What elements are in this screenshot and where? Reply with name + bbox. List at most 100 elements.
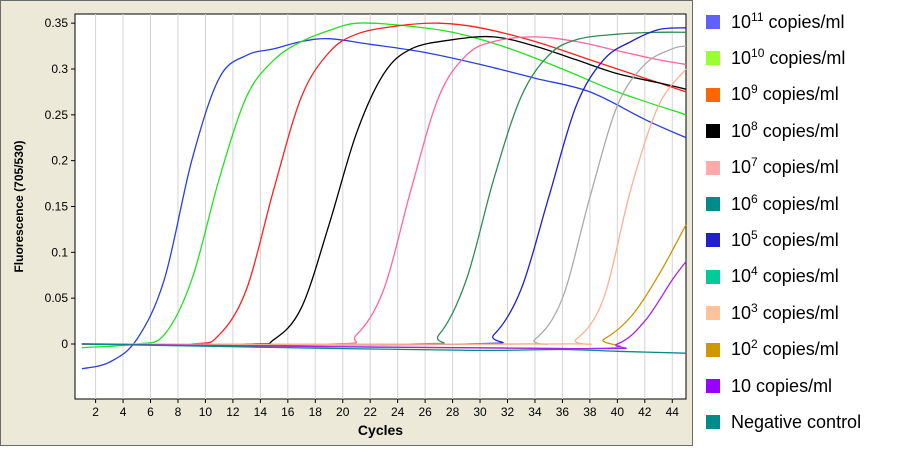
series-line-negative-control	[81, 343, 687, 354]
legend-label-unit: copies/ml	[757, 229, 839, 250]
legend-label: 1011 copies/ml	[731, 11, 845, 33]
legend-swatch	[706, 160, 720, 175]
legend-label-base: 10	[731, 84, 752, 105]
legend-label-exponent: 5	[751, 227, 758, 242]
legend-label-base: 10	[731, 120, 752, 141]
legend-item: 104 copies/ml	[706, 262, 839, 292]
series-line-10-8-copies-ml	[81, 35, 687, 346]
legend-label-unit: copies/ml	[757, 84, 839, 105]
legend-label: 1010 copies/ml	[731, 45, 846, 69]
x-tick-label: 44	[666, 405, 680, 419]
y-tick-label: 0.05	[45, 291, 69, 305]
series-line-10-7-copies-ml	[81, 36, 687, 346]
series-line-10-10-copies-ml	[81, 22, 687, 349]
legend-label-exponent: 9	[751, 82, 758, 97]
legend-swatch	[706, 306, 720, 321]
y-tick-label: 0.2	[51, 154, 68, 168]
x-tick-label: 34	[528, 405, 542, 419]
x-tick-label: 20	[336, 405, 350, 419]
x-tick-label: 12	[226, 405, 240, 419]
legend: 1011 copies/ml 1010 copies/ml 109 copies/m…	[706, 0, 919, 448]
legend-label-exponent: 3	[751, 300, 758, 315]
x-tick-label: 30	[473, 405, 487, 419]
legend-label: 107 copies/ml	[731, 155, 839, 178]
legend-label-base: 10	[731, 302, 752, 323]
x-tick-label: 4	[120, 405, 127, 419]
legend-item: 1010 copies/ml	[706, 43, 845, 73]
x-tick-label: 40	[611, 405, 625, 419]
y-axis-title: Fluorescence (705/530)	[12, 140, 26, 272]
legend-label-exponent: 8	[751, 118, 758, 133]
legend-label-base: 10	[731, 375, 752, 396]
x-tick-label: 6	[147, 405, 154, 419]
legend-swatch	[706, 51, 720, 66]
x-axis-title: Cycles	[358, 422, 403, 438]
amplification-chart: 2 4 6 8 10 12 14 16 18 20 22 24 26 28 30 32 34 36 38 40 42 44…	[12, 13, 687, 438]
legend-item: 103 copies/ml	[706, 298, 839, 328]
legend-label-exponent: 10	[751, 45, 765, 60]
legend-label: Negative control	[731, 412, 861, 433]
legend-label: 102 copies/ml	[731, 337, 839, 360]
y-tick-label: 0.3	[51, 62, 68, 76]
legend-swatch	[706, 233, 720, 248]
legend-item: 1011 copies/ml	[706, 7, 845, 37]
x-tick-label: 10	[199, 405, 213, 419]
legend-label-exponent: 4	[751, 264, 758, 279]
legend-label: 105 copies/ml	[731, 227, 839, 251]
series-line-10-11-copies-ml	[81, 37, 687, 370]
x-tick-label: 22	[364, 405, 378, 419]
legend-label: 108 copies/ml	[731, 118, 839, 142]
x-tick-label: 14	[254, 405, 268, 419]
y-tick-label: 0.1	[51, 245, 68, 259]
legend-label-base: 10	[731, 157, 752, 178]
x-tick-label: 2	[92, 405, 99, 419]
legend-swatch	[706, 124, 720, 139]
legend-label-unit: copies/ml	[757, 266, 839, 287]
series-line-10-copies-ml	[81, 261, 687, 350]
series-line-10-9-copies-ml	[81, 22, 687, 346]
x-tick-label: 32	[501, 405, 515, 419]
legend-item: 102 copies/ml	[706, 335, 839, 365]
legend-swatch	[706, 15, 720, 29]
y-tick-label: 0.15	[45, 200, 69, 214]
legend-swatch	[706, 197, 720, 211]
x-tick-label: 16	[281, 405, 295, 419]
series-lines	[81, 22, 687, 370]
y-axis-ticks: 0 0.05 0.1 0.15 0.2 0.25 0.3 0.35	[45, 16, 75, 351]
legend-label-base: 10	[731, 266, 752, 287]
x-tick-label: 18	[309, 405, 323, 419]
legend-label-exponent: 7	[751, 155, 758, 170]
legend-label-unit: copies/ml	[763, 11, 845, 32]
legend-label-exponent: 2	[751, 337, 758, 352]
legend-swatch	[706, 415, 720, 430]
legend-label-base: 10	[731, 193, 752, 214]
legend-label-base: Negative control	[731, 411, 862, 432]
legend-label-unit: copies/ml	[757, 339, 839, 360]
x-tick-label: 28	[446, 405, 460, 419]
legend-label-unit: copies/ml	[757, 193, 839, 214]
x-tick-label: 36	[556, 405, 570, 419]
legend-item: 105 copies/ml	[706, 225, 839, 255]
legend-swatch	[706, 269, 720, 284]
legend-label-unit: copies/ml	[757, 120, 839, 141]
legend-label-unit: copies/ml	[757, 157, 839, 178]
legend-label: 103 copies/ml	[731, 300, 839, 324]
legend-label-base: 10	[731, 11, 752, 32]
x-tick-label: 38	[583, 405, 597, 419]
legend-swatch	[706, 342, 720, 357]
legend-label-base: 10	[731, 47, 752, 68]
legend-item: 108 copies/ml	[706, 116, 839, 146]
legend-label: 104 copies/ml	[731, 264, 839, 287]
y-tick-label: 0.35	[45, 16, 69, 30]
x-tick-label: 42	[638, 405, 652, 419]
series-line-10-3-copies-ml	[81, 68, 687, 346]
legend-label: 109 copies/ml	[731, 82, 839, 105]
chart-panel: 2 4 6 8 10 12 14 16 18 20 22 24 26 28 30 32 34 36 38 40 42 44…	[0, 0, 693, 446]
legend-label-unit: copies/ml	[757, 302, 839, 323]
legend-label: 10 copies/ml	[731, 376, 832, 397]
legend-item: 106 copies/ml	[706, 189, 839, 219]
legend-swatch	[706, 379, 720, 393]
x-axis-ticks: 2 4 6 8 10 12 14 16 18 20 22 24 26 28 30 32 34 36 38 40 42 44	[92, 399, 679, 419]
legend-label-unit: copies/ml	[764, 47, 846, 68]
